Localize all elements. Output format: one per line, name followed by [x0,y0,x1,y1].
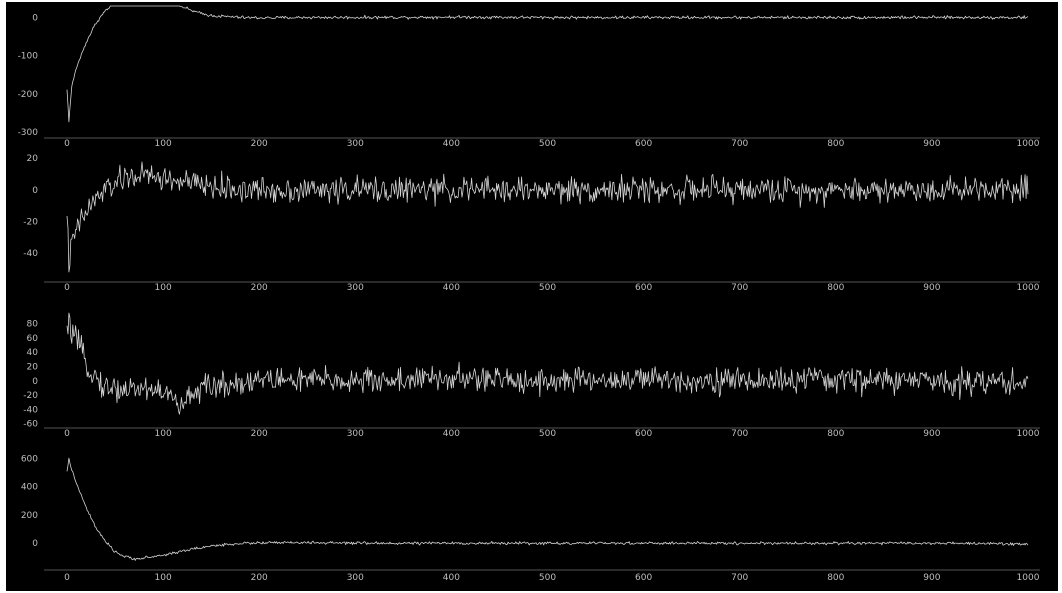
x-tick-label: 500 [539,283,556,293]
y-tick-label: 60 [27,334,39,344]
x-tick-label: 300 [347,139,364,149]
y-tick-label: -20 [23,217,38,227]
x-tick-label: 0 [64,283,70,293]
chart-panel-3: 0 100 200 300 400 500 600 700 800 900 100080604020… [23,312,1040,439]
series-line [66,5,1029,123]
x-tick-label: 600 [635,283,652,293]
x-tick-label: 500 [539,139,556,149]
y-tick-label: -200 [18,90,39,100]
x-tick-label: 700 [731,573,748,583]
x-tick-label: 1000 [1017,139,1040,149]
y-tick-label: 20 [27,363,39,373]
series-line [66,457,1029,561]
x-tick-label: 200 [251,573,268,583]
series-line [66,312,1029,415]
x-tick-label: 600 [635,429,652,439]
y-tick-label: 0 [32,377,38,387]
x-tick-label: 400 [443,283,460,293]
y-tick-label: 80 [27,320,39,330]
x-tick-label: 1000 [1017,283,1040,293]
x-tick-label: 1000 [1017,429,1040,439]
x-tick-label: 500 [539,573,556,583]
x-tick-label: 900 [923,283,940,293]
y-tick-label: 0 [32,13,38,23]
plot-canvas-background [6,2,1058,591]
x-tick-label: 100 [155,283,172,293]
chart-panel-2: 0 100 200 300 400 500 600 700 800 900 1000200-20-4… [23,154,1040,293]
y-tick-label: 400 [21,483,38,493]
x-tick-label: 0 [64,139,70,149]
y-tick-label: -20 [23,391,38,401]
x-tick-label: 200 [251,139,268,149]
y-tick-label: 0 [32,186,38,196]
x-tick-label: 100 [155,573,172,583]
x-tick-label: 200 [251,429,268,439]
x-tick-label: 500 [539,429,556,439]
x-tick-label: 100 [155,429,172,439]
x-tick-label: 900 [923,139,940,149]
x-tick-label: 1000 [1017,573,1040,583]
y-tick-label: -60 [23,420,38,430]
x-tick-label: 800 [827,573,844,583]
x-tick-label: 800 [827,283,844,293]
chart-panel-4: 0 100 200 300 400 500 600 700 800 900 1000 600 400 20… [21,454,1040,583]
x-tick-label: 700 [731,429,748,439]
y-tick-label: -40 [23,405,38,415]
y-tick-label: 40 [27,348,39,358]
x-tick-label: 800 [827,139,844,149]
x-tick-label: 100 [155,139,172,149]
y-tick-label: 0 [32,539,38,549]
chart-panel-1: 0 100 200 300 400 500 600 700 800 900 1000 0 -100 -20… [18,5,1040,149]
x-tick-label: 400 [443,429,460,439]
y-tick-label: -300 [18,128,39,138]
series-line [66,161,1029,273]
x-tick-label: 300 [347,429,364,439]
y-tick-label: 200 [21,511,38,521]
x-tick-label: 0 [64,429,70,439]
x-tick-label: 300 [347,283,364,293]
x-tick-label: 800 [827,429,844,439]
y-tick-label: -40 [23,249,38,259]
y-tick-label: 20 [27,154,39,164]
x-tick-label: 700 [731,139,748,149]
x-tick-label: 900 [923,573,940,583]
x-tick-label: 600 [635,573,652,583]
x-tick-label: 900 [923,429,940,439]
frame-corner [6,2,50,8]
x-tick-label: 400 [443,139,460,149]
y-tick-label: 600 [21,454,38,464]
x-tick-label: 700 [731,283,748,293]
x-tick-label: 0 [64,573,70,583]
y-tick-label: -100 [18,52,39,62]
x-tick-label: 200 [251,283,268,293]
x-tick-label: 400 [443,573,460,583]
x-tick-label: 600 [635,139,652,149]
x-tick-label: 300 [347,573,364,583]
